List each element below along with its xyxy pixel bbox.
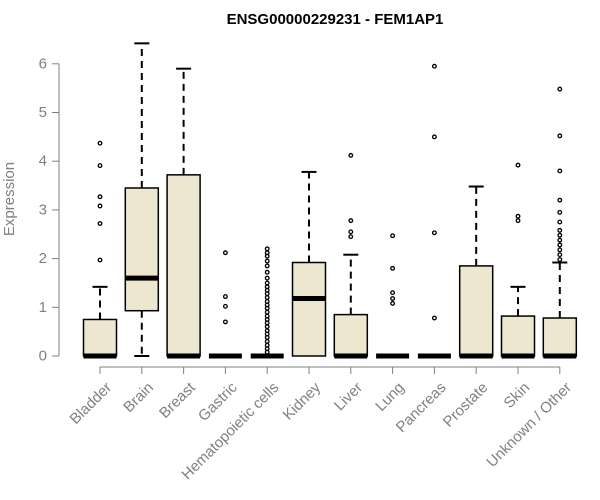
outlier-point <box>431 63 437 69</box>
outlier-point <box>264 338 270 344</box>
outlier-point <box>222 250 228 256</box>
outlier-point <box>348 234 354 240</box>
outlier-point <box>97 221 103 226</box>
box-body <box>166 174 201 357</box>
outlier-point <box>431 134 437 140</box>
box-group <box>500 162 536 359</box>
y-tick-label: 0 <box>39 348 47 365</box>
outlier-point <box>97 203 103 209</box>
outlier-point <box>557 197 563 203</box>
outlier-point <box>97 257 103 263</box>
outlier-point <box>348 218 354 224</box>
outlier-point <box>264 280 270 286</box>
outlier-point <box>264 284 270 290</box>
outlier-point <box>264 342 270 348</box>
box-group <box>166 67 201 359</box>
y-axis-title: Expression <box>1 162 18 236</box>
outlier-point <box>557 252 563 258</box>
box-group <box>124 42 160 357</box>
y-tick-label: 5 <box>39 104 47 121</box>
outlier-point <box>264 299 270 304</box>
box-group <box>250 246 284 359</box>
x-tick-label: Skin <box>501 379 534 412</box>
outlier-point <box>264 328 270 334</box>
outlier-point <box>264 250 270 256</box>
box-body <box>333 313 369 357</box>
box-group <box>417 63 451 359</box>
outlier-point <box>97 194 103 200</box>
outlier-point <box>348 152 354 158</box>
box-group <box>82 140 118 359</box>
box-group <box>458 185 494 359</box>
box-body <box>82 318 118 357</box>
y-tick-label: 1 <box>39 299 47 316</box>
outlier-point <box>348 229 354 235</box>
outlier-point <box>557 257 563 263</box>
outlier-point <box>557 227 563 233</box>
outlier-point <box>557 237 563 243</box>
outlier-point <box>431 315 437 321</box>
outlier-point <box>390 290 396 296</box>
outlier-point <box>515 218 521 224</box>
box-group <box>542 86 578 359</box>
y-tick-label: 3 <box>39 201 47 218</box>
outlier-point <box>264 295 270 301</box>
outlier-point <box>264 258 270 264</box>
outlier-point <box>222 303 228 309</box>
outlier-point <box>557 168 563 174</box>
outlier-point <box>390 233 396 239</box>
outlier-point <box>557 219 563 225</box>
x-tick-label: Liver <box>331 379 366 414</box>
x-tick-label: Bladder <box>67 379 116 428</box>
outlier-point <box>557 247 563 253</box>
box-group <box>376 233 410 359</box>
outlier-point <box>390 300 396 306</box>
outlier-point <box>97 140 103 146</box>
outlier-point <box>222 319 228 325</box>
outlier-point <box>515 162 521 168</box>
x-tick-label: Brain <box>120 379 157 416</box>
x-tick-label: Kidney <box>280 379 325 424</box>
outlier-point <box>264 313 270 319</box>
outlier-point <box>390 265 396 271</box>
chart-title: ENSG00000229231 - FEM1AP1 <box>227 11 444 28</box>
box-group <box>333 152 369 359</box>
outlier-point <box>264 263 270 269</box>
outlier-point <box>264 309 270 315</box>
outlier-point <box>264 246 270 252</box>
y-tick-label: 6 <box>39 55 47 72</box>
outlier-point <box>390 296 396 301</box>
box-body <box>291 261 327 357</box>
x-tick-label: Prostate <box>440 379 492 431</box>
box-group <box>208 250 242 359</box>
boxes-layer <box>82 42 578 359</box>
outlier-point <box>557 232 563 238</box>
outlier-point <box>431 230 437 236</box>
box-body <box>500 315 536 357</box>
x-tick-label: Breast <box>156 379 199 422</box>
box-body <box>124 187 160 312</box>
outlier-point <box>557 209 563 215</box>
box-body <box>542 317 578 357</box>
y-tick-label: 2 <box>39 250 47 267</box>
outlier-point <box>264 324 270 330</box>
outlier-point <box>557 86 563 92</box>
outlier-point <box>557 242 563 248</box>
outlier-point <box>557 133 563 139</box>
outlier-point <box>264 269 270 275</box>
outlier-point <box>515 213 521 219</box>
box-group <box>291 170 327 357</box>
box-body <box>458 265 494 357</box>
outlier-point <box>264 275 270 281</box>
y-axis: 0 1 2 3 4 5 6 <box>39 55 60 365</box>
x-tick-label: Lung <box>372 379 408 415</box>
outlier-point <box>97 163 103 169</box>
y-tick-label: 4 <box>39 153 47 170</box>
outlier-point <box>222 294 228 300</box>
